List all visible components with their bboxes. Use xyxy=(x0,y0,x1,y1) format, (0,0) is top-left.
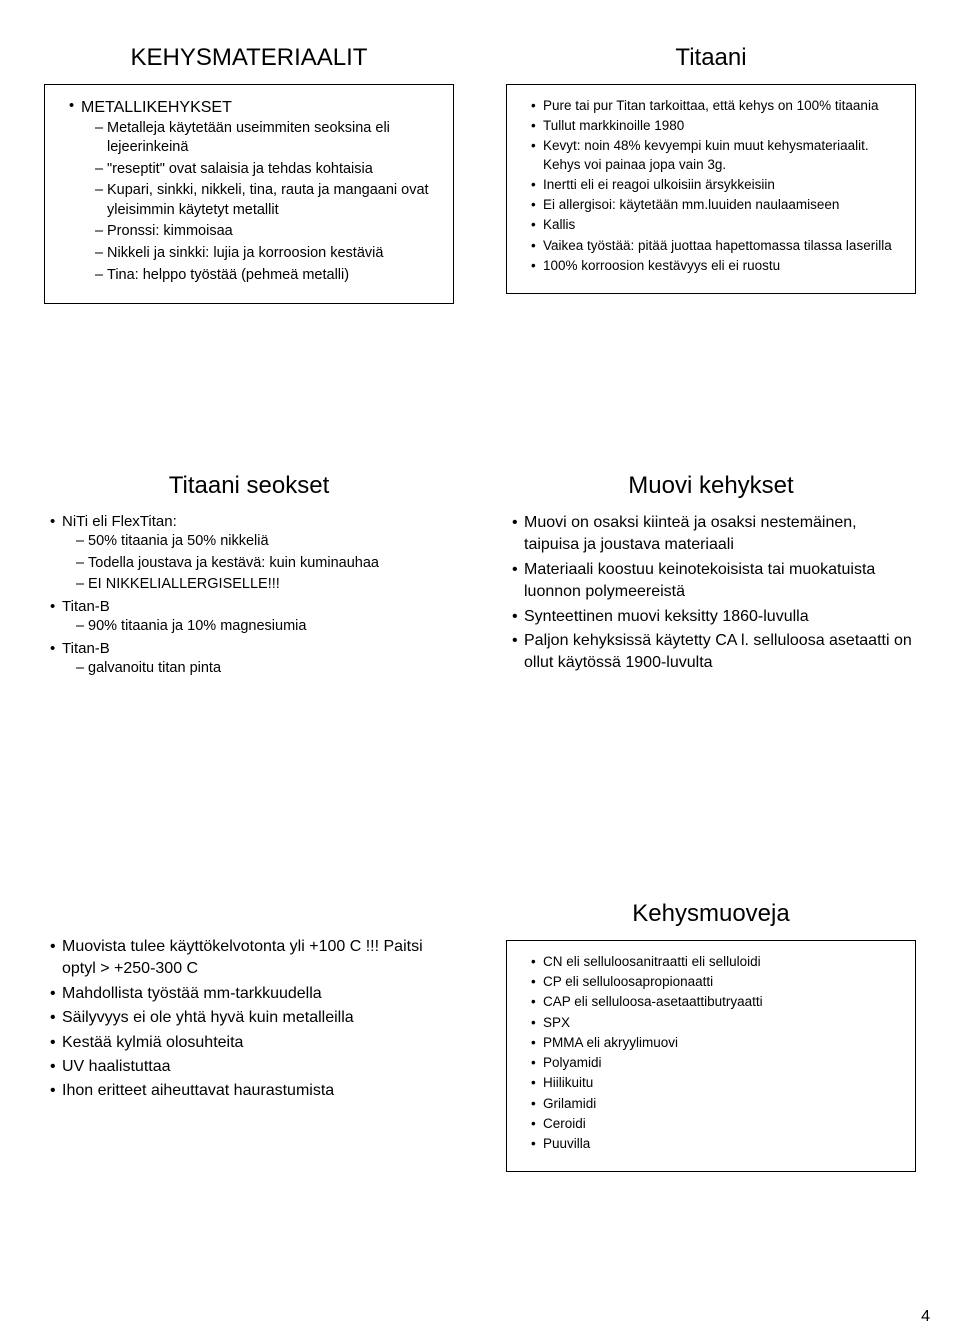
list-item: EI NIKKELIALLERGISELLE!!! xyxy=(76,575,454,595)
subtitle-metallikehykset: METALLIKEHYKSET xyxy=(81,99,232,116)
list-item: Kevyt: noin 48% kevyempi kuin muut kehys… xyxy=(531,137,897,173)
list-item: Ceroidi xyxy=(531,1115,897,1133)
box-kehysmuoveja: CN eli selluloosanitraatti eli selluloid… xyxy=(506,940,916,1172)
list-item: Kestää kylmiä olosuhteita xyxy=(50,1032,454,1054)
list-item: Nikkeli ja sinkki: lujia ja korroosion k… xyxy=(95,244,435,264)
list-item: galvanoitu titan pinta xyxy=(76,659,454,679)
list-item: Synteettinen muovi keksitty 1860-luvulla xyxy=(512,606,916,628)
list-item: Kallis xyxy=(531,216,897,234)
title-kehysmuoveja: Kehysmuoveja xyxy=(506,900,916,928)
list-item: Metalleja käytetään useimmiten seoksina … xyxy=(95,119,435,158)
list-item: Titan-B 90% titaania ja 10% magnesiumia xyxy=(50,597,454,637)
list-item: CP eli selluloosapropionaatti xyxy=(531,973,897,991)
list-item: "reseptit" ovat salaisia ja tehdas kohta… xyxy=(95,160,435,180)
cell-bot-left: Muovista tulee käyttökelvotonta yli +100… xyxy=(30,882,468,1280)
list-item: Muovista tulee käyttökelvotonta yli +100… xyxy=(50,936,454,981)
list-item: Ei allergisoi: käytetään mm.luuiden naul… xyxy=(531,196,897,214)
list-item: Paljon kehyksissä käytetty CA l. sellulo… xyxy=(512,630,916,675)
list-item: Säilyvyys ei ole yhtä hyvä kuin metallei… xyxy=(50,1007,454,1029)
list-ml-sub2: galvanoitu titan pinta xyxy=(62,659,454,679)
list-item: Tullut markkinoille 1980 xyxy=(531,117,897,135)
list-item: Mahdollista työstää mm-tarkkuudella xyxy=(50,983,454,1005)
list-item: Titan-B galvanoitu titan pinta xyxy=(50,639,454,679)
list-item: Vaikea työstää: pitää juottaa hapettomas… xyxy=(531,237,897,255)
list-item: Todella joustava ja kestävä: kuin kumina… xyxy=(76,554,454,574)
list-item: CAP eli selluloosa-asetaattibutryaatti xyxy=(531,993,897,1011)
list-item: METALLIKEHYKSET Metalleja käytetään usei… xyxy=(69,97,435,285)
slide-grid: KEHYSMATERIAALIT METALLIKEHYKSET Metalle… xyxy=(0,0,960,1290)
list-ml-sub0: 50% titaania ja 50% nikkeliä Todella jou… xyxy=(62,532,454,595)
list-bl: Muovista tulee käyttökelvotonta yli +100… xyxy=(44,936,454,1103)
title-muovi-kehykset: Muovi kehykset xyxy=(506,472,916,500)
list-item: Grilamidi xyxy=(531,1095,897,1113)
list-item: NiTi eli FlexTitan: 50% titaania ja 50% … xyxy=(50,512,454,595)
list-item: Ihon eritteet aiheuttavat haurastumista xyxy=(50,1080,454,1102)
list-item: PMMA eli akryylimuovi xyxy=(531,1034,897,1052)
group-head: NiTi eli FlexTitan: xyxy=(62,513,177,530)
list-br: CN eli selluloosanitraatti eli selluloid… xyxy=(525,953,897,1153)
list-item: Puuvilla xyxy=(531,1135,897,1153)
title-titaani: Titaani xyxy=(506,44,916,72)
list-item: SPX xyxy=(531,1014,897,1032)
list-item: Polyamidi xyxy=(531,1054,897,1072)
list-item: Tina: helppo työstää (pehmeä metalli) xyxy=(95,266,435,286)
cell-mid-right: Muovi kehykset Muovi on osaksi kiinteä j… xyxy=(492,454,930,852)
title-titaani-seokset: Titaani seokset xyxy=(44,472,454,500)
list-tl-inner: Metalleja käytetään useimmiten seoksina … xyxy=(81,119,435,286)
list-item: CN eli selluloosanitraatti eli selluloid… xyxy=(531,953,897,971)
page-number: 4 xyxy=(921,1308,930,1326)
list-item: Muovi on osaksi kiinteä ja osaksi nestem… xyxy=(512,512,916,557)
title-kehysmateriaalit: KEHYSMATERIAALIT xyxy=(44,44,454,72)
cell-bot-right: Kehysmuoveja CN eli selluloosanitraatti … xyxy=(492,882,930,1280)
list-item: 50% titaania ja 50% nikkeliä xyxy=(76,532,454,552)
list-item: Materiaali koostuu keinotekoisista tai m… xyxy=(512,559,916,604)
cell-top-left: KEHYSMATERIAALIT METALLIKEHYKSET Metalle… xyxy=(30,26,468,424)
cell-mid-left: Titaani seokset NiTi eli FlexTitan: 50% … xyxy=(30,454,468,852)
list-item: Inertti eli ei reagoi ulkoisiin ärsykkei… xyxy=(531,176,897,194)
list-item: UV haalistuttaa xyxy=(50,1056,454,1078)
list-item: Pronssi: kimmoisaa xyxy=(95,222,435,242)
cell-top-right: Titaani Pure tai pur Titan tarkoittaa, e… xyxy=(492,26,930,424)
box-metallikehykset: METALLIKEHYKSET Metalleja käytetään usei… xyxy=(44,84,454,304)
list-tl-outer: METALLIKEHYKSET Metalleja käytetään usei… xyxy=(63,97,435,285)
list-item: 100% korroosion kestävyys eli ei ruostu xyxy=(531,257,897,275)
group-head: Titan-B xyxy=(62,640,110,657)
group-head: Titan-B xyxy=(62,598,110,615)
list-item: Hiilikuitu xyxy=(531,1074,897,1092)
list-mr: Muovi on osaksi kiinteä ja osaksi nestem… xyxy=(506,512,916,675)
list-tr: Pure tai pur Titan tarkoittaa, että kehy… xyxy=(525,97,897,275)
list-item: Kupari, sinkki, nikkeli, tina, rauta ja … xyxy=(95,181,435,220)
box-titaani: Pure tai pur Titan tarkoittaa, että kehy… xyxy=(506,84,916,294)
list-item: Pure tai pur Titan tarkoittaa, että kehy… xyxy=(531,97,897,115)
list-item: 90% titaania ja 10% magnesiumia xyxy=(76,617,454,637)
list-ml-sub1: 90% titaania ja 10% magnesiumia xyxy=(62,617,454,637)
list-ml: NiTi eli FlexTitan: 50% titaania ja 50% … xyxy=(44,512,454,679)
